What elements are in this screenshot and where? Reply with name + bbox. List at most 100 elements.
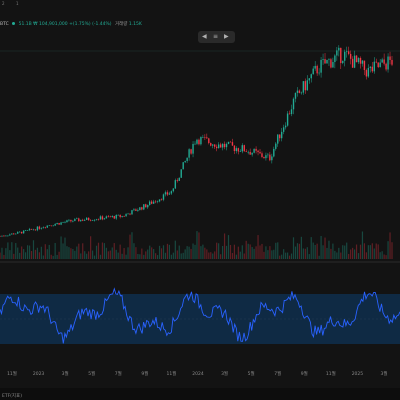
candle-body [99, 216, 102, 220]
volume-bar [336, 252, 338, 259]
x-tick-label: 2025 [352, 371, 364, 377]
volume-bar [377, 244, 379, 259]
candle-body [152, 201, 155, 204]
volume-bar [166, 243, 169, 259]
candle-body [30, 228, 33, 230]
candle-body [389, 56, 391, 60]
candle-body [178, 177, 180, 181]
x-tick-label: 11월 [7, 370, 17, 377]
volume-bar [245, 240, 247, 259]
volume-bar [324, 237, 326, 259]
volume-bar [90, 236, 92, 259]
volume-bar [113, 243, 115, 259]
volume-bar [111, 247, 113, 259]
candle-body [324, 59, 326, 64]
volume-bar [192, 243, 194, 259]
volume-bar [131, 232, 133, 259]
volume-bar [273, 249, 275, 259]
nav-prev-icon[interactable]: ◀ [202, 33, 207, 40]
candle-body [38, 226, 41, 229]
volume-bar [275, 242, 277, 259]
volume-bar [357, 253, 360, 259]
candle-body [198, 139, 200, 145]
volume-bar [23, 249, 25, 259]
volume-bar [298, 243, 301, 259]
candle-body [123, 215, 125, 217]
candle-body [95, 219, 98, 221]
volume-bar [139, 254, 141, 259]
candle-body [166, 192, 169, 195]
volume-bar [348, 253, 350, 259]
candle-body [9, 234, 11, 236]
toolbar-item-1[interactable]: 2 [2, 1, 5, 6]
volume-bar [180, 253, 182, 259]
volume-bar [36, 247, 39, 259]
candle-body [5, 235, 7, 237]
candle-body [58, 223, 60, 225]
candle-body [97, 219, 100, 220]
volume-bar [220, 254, 222, 259]
nav-next-icon[interactable]: ▶ [224, 33, 229, 40]
volume-bar [267, 250, 269, 259]
candle-body [241, 145, 243, 152]
volume-bar [365, 252, 367, 259]
candle-body [131, 210, 133, 215]
volume-bar [17, 247, 19, 259]
candle-body [48, 225, 50, 227]
volume-bar [15, 243, 17, 259]
candle-body [68, 219, 70, 221]
x-tick-label: 5월 [88, 370, 95, 377]
candle-body [328, 59, 330, 60]
candle-body [84, 219, 86, 221]
volume-bar [288, 255, 291, 259]
candle-body [314, 65, 316, 69]
candle-body [387, 56, 389, 70]
volume-bar [259, 245, 261, 259]
candle-body [310, 74, 312, 79]
volume-bar [355, 244, 358, 259]
volume-bar [172, 252, 174, 259]
volume-bar [56, 254, 58, 259]
candle-body [200, 137, 202, 145]
candle-body [365, 70, 368, 77]
candle-body [280, 131, 283, 139]
candle-body [265, 155, 267, 159]
candle-body [233, 145, 236, 152]
candle-body [36, 226, 39, 231]
volume-bar [340, 252, 342, 259]
rsi-line [0, 287, 400, 344]
chart-nav-control[interactable]: ◀ ≡ ▶ [198, 31, 235, 43]
candle-body [257, 150, 259, 153]
candle-body [345, 51, 348, 52]
candle-body [349, 53, 352, 59]
volume-bar [304, 248, 306, 259]
volume-bar [78, 243, 80, 259]
volume-bar [277, 242, 279, 259]
candle-body [93, 220, 96, 221]
volume-bar [9, 250, 11, 259]
volume-bar [5, 248, 7, 259]
candle-body [50, 225, 52, 227]
volume-bar [359, 244, 362, 259]
volume-bar [379, 252, 381, 259]
volume-bar [26, 245, 29, 259]
toolbar-item-2[interactable]: 1 [16, 1, 19, 6]
volume-bar [93, 255, 96, 259]
volume-bar [186, 246, 188, 259]
candle-body [255, 148, 257, 151]
candle-body [332, 62, 334, 68]
volume-bar [208, 252, 210, 259]
candle-body [243, 145, 245, 152]
candle-body [247, 151, 249, 153]
candle-body [249, 151, 251, 155]
candle-body [172, 188, 175, 192]
volume-bar [151, 247, 153, 259]
candle-body [80, 219, 82, 222]
volume-bar [389, 232, 391, 259]
candle-body [107, 216, 110, 218]
nav-lines-icon[interactable]: ≡ [213, 33, 219, 40]
volume-bar [46, 249, 48, 259]
candle-body [269, 154, 271, 161]
volume-bar [76, 246, 78, 259]
